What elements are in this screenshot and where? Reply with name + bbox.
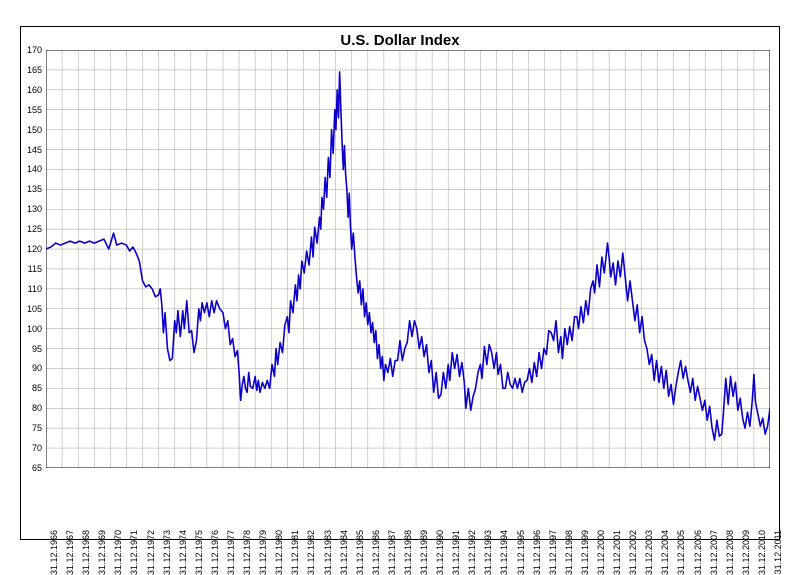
x-tick-label: 31.12.1984 xyxy=(339,530,349,575)
x-tick-label: 31.12.1997 xyxy=(548,530,558,575)
x-tick-label: 31.12.1973 xyxy=(162,530,172,575)
x-tick-label: 31.12.1981 xyxy=(290,530,300,575)
x-tick-label: 31.12.1975 xyxy=(194,530,204,575)
x-tick-label: 31.12.1986 xyxy=(371,530,381,575)
y-tick-label: 65 xyxy=(18,463,42,473)
x-tick-label: 31.12.1983 xyxy=(323,530,333,575)
chart-title: U.S. Dollar Index xyxy=(20,32,780,49)
x-tick-label: 31.12.1995 xyxy=(516,530,526,575)
x-tick-label: 31.12.1993 xyxy=(483,530,493,575)
x-tick-label: 31.12.2004 xyxy=(660,530,670,575)
series-line xyxy=(46,72,770,440)
x-tick-label: 31.12.1996 xyxy=(532,530,542,575)
x-tick-label: 31.12.1991 xyxy=(451,530,461,575)
x-tick-label: 31.12.2006 xyxy=(693,530,703,575)
y-tick-label: 160 xyxy=(18,85,42,95)
y-tick-label: 130 xyxy=(18,204,42,214)
x-tick-label: 31.12.1967 xyxy=(65,530,75,575)
y-tick-label: 135 xyxy=(18,184,42,194)
x-tick-label: 31.12.1987 xyxy=(387,530,397,575)
x-tick-label: 31.12.2009 xyxy=(741,530,751,575)
y-tick-label: 170 xyxy=(18,45,42,55)
x-tick-label: 31.12.1976 xyxy=(210,530,220,575)
x-tick-label: 31.12.1985 xyxy=(355,530,365,575)
x-tick-label: 31.12.2011 xyxy=(773,530,783,574)
plot-area xyxy=(46,50,770,468)
x-tick-label: 31.12.1969 xyxy=(97,530,107,575)
y-tick-label: 155 xyxy=(18,105,42,115)
x-tick-label: 31.12.1971 xyxy=(129,530,139,575)
x-tick-label: 31.12.2002 xyxy=(628,530,638,575)
y-tick-label: 165 xyxy=(18,65,42,75)
x-tick-label: 31.12.2001 xyxy=(612,530,622,575)
x-tick-label: 31.12.1968 xyxy=(81,530,91,575)
x-tick-label: 31.12.1998 xyxy=(564,530,574,575)
y-tick-label: 100 xyxy=(18,324,42,334)
x-tick-label: 31.12.1977 xyxy=(226,530,236,575)
y-tick-label: 140 xyxy=(18,164,42,174)
y-tick-label: 75 xyxy=(18,423,42,433)
x-tick-label: 31.12.2000 xyxy=(596,530,606,575)
chart-svg xyxy=(46,50,770,468)
y-tick-label: 110 xyxy=(18,284,42,294)
y-tick-label: 70 xyxy=(18,443,42,453)
x-tick-label: 31.12.1966 xyxy=(49,530,59,575)
x-tick-label: 31.12.1992 xyxy=(467,530,477,575)
x-tick-label: 31.12.2003 xyxy=(644,530,654,575)
x-tick-label: 31.12.1979 xyxy=(258,530,268,575)
x-tick-label: 31.12.2005 xyxy=(676,530,686,575)
x-tick-label: 31.12.1982 xyxy=(306,530,316,575)
y-tick-label: 150 xyxy=(18,125,42,135)
y-tick-label: 125 xyxy=(18,224,42,234)
chart-page: U.S. Dollar Index 65 70 75 80 85 90 95 100 105 11… xyxy=(0,0,800,566)
y-tick-label: 120 xyxy=(18,244,42,254)
y-tick-label: 115 xyxy=(18,264,42,274)
y-tick-label: 90 xyxy=(18,363,42,373)
y-tick-label: 145 xyxy=(18,145,42,155)
x-tick-label: 31.12.1988 xyxy=(403,530,413,575)
x-tick-label: 31.12.1994 xyxy=(499,530,509,575)
x-tick-label: 31.12.2007 xyxy=(709,530,719,575)
y-tick-label: 105 xyxy=(18,304,42,314)
x-tick-label: 31.12.1999 xyxy=(580,530,590,575)
x-tick-label: 31.12.1970 xyxy=(113,530,123,575)
x-tick-label: 31.12.1974 xyxy=(178,530,188,575)
x-tick-label: 31.12.1990 xyxy=(435,530,445,575)
y-tick-label: 80 xyxy=(18,403,42,413)
y-tick-label: 85 xyxy=(18,383,42,393)
x-tick-label: 31.12.2010 xyxy=(757,530,767,575)
x-tick-label: 31.12.1972 xyxy=(146,530,156,575)
x-tick-label: 31.12.2008 xyxy=(725,530,735,575)
y-tick-label: 95 xyxy=(18,344,42,354)
x-tick-label: 31.12.1980 xyxy=(274,530,284,575)
x-tick-label: 31.12.1978 xyxy=(242,530,252,575)
x-tick-label: 31.12.1989 xyxy=(419,530,429,575)
